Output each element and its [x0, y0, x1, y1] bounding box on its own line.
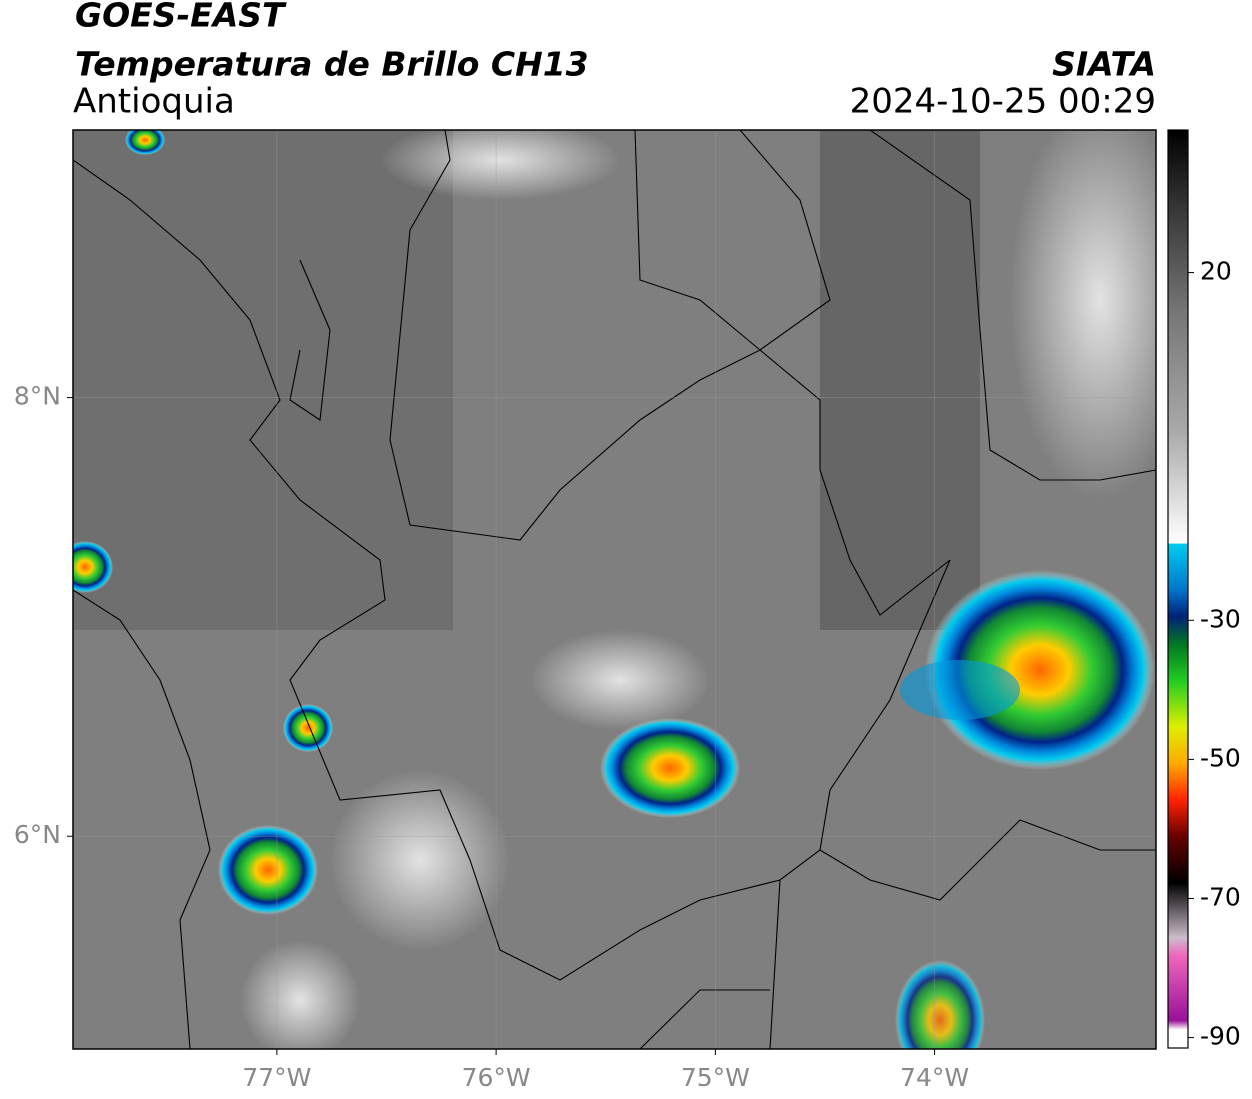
storm [895, 960, 985, 1049]
colorbar-tick-label: -70 [1200, 882, 1241, 911]
colorbar-tick-label: 20 [1200, 257, 1232, 286]
map-shade [820, 130, 980, 630]
storm [125, 130, 165, 155]
datetime: 2024-10-25 00:29 [850, 82, 1156, 122]
y-tick-label: 8°N [14, 382, 61, 411]
source: SIATA [1052, 45, 1156, 84]
colorbar-tick-label: -30 [1200, 604, 1241, 633]
coast [289, 259, 331, 421]
border [639, 989, 770, 1049]
colorbar [1167, 129, 1189, 1049]
colorbar-tick-label: -90 [1200, 1022, 1241, 1051]
x-tick-label: 75°W [681, 1063, 750, 1092]
title: GOES-EAST [75, 0, 287, 35]
subtitle: Temperatura de Brillo CH13 [75, 45, 589, 84]
border [634, 130, 761, 351]
x-tick-label: 76°W [462, 1063, 531, 1092]
storm [925, 570, 1155, 770]
region: Antioquia [73, 82, 235, 122]
map-frame [72, 129, 1157, 1050]
map-image [73, 130, 1156, 1049]
cloud [240, 940, 360, 1049]
cloud [330, 770, 510, 950]
y-tick-label: 6°N [14, 820, 61, 849]
border [819, 819, 1156, 901]
storm [600, 718, 740, 818]
border [739, 130, 831, 351]
storm [73, 541, 113, 593]
border [769, 879, 781, 1049]
coast [73, 589, 211, 1049]
storm [283, 704, 333, 752]
map-shade [73, 130, 453, 630]
storm [218, 825, 318, 915]
cloud [530, 630, 710, 730]
colorbar-tick-label: -50 [1200, 743, 1241, 772]
cloud [380, 130, 620, 200]
x-tick-label: 77°W [242, 1063, 311, 1092]
storm [900, 660, 1020, 720]
cloud [1010, 130, 1156, 500]
border [869, 130, 1156, 481]
x-tick-label: 74°W [900, 1063, 969, 1092]
